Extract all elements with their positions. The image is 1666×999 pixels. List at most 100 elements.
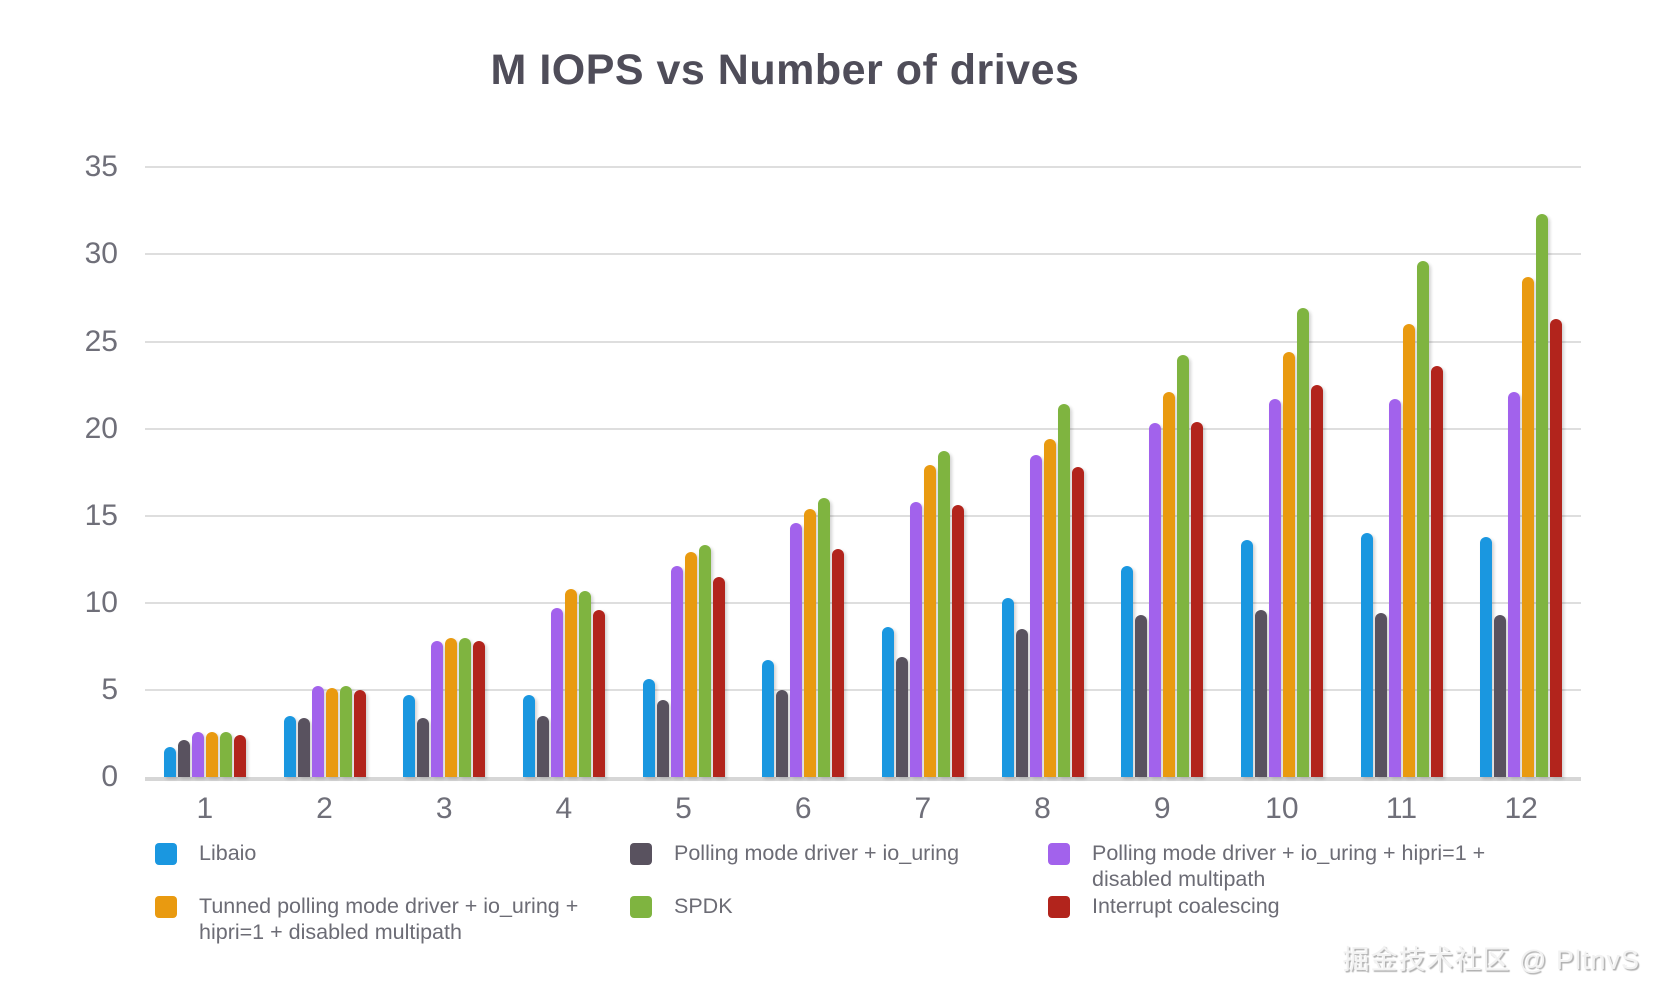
bar-drives-9-series-3 bbox=[1149, 423, 1162, 777]
bar-drives-7-series-4 bbox=[923, 465, 936, 777]
bar-drives-1-series-2 bbox=[177, 740, 190, 777]
bar-drives-4-series-1 bbox=[522, 695, 535, 777]
bar-drives-8-series-6 bbox=[1071, 466, 1084, 777]
x-tick-label-7: 7 bbox=[914, 792, 932, 825]
x-tick-label-8: 8 bbox=[1034, 792, 1051, 825]
bar-drives-10-series-4 bbox=[1282, 351, 1295, 777]
legend-swatch-icon bbox=[1048, 896, 1070, 918]
x-tick-label-1: 1 bbox=[196, 792, 214, 825]
y-tick-label-0: 0 bbox=[101, 760, 118, 793]
bar-drives-2-series-6 bbox=[353, 689, 366, 777]
bar-drives-6-series-5 bbox=[818, 498, 831, 777]
bar-drives-6-series-6 bbox=[832, 548, 845, 777]
bar-drives-10-series-2 bbox=[1254, 609, 1267, 777]
legend-label: Libaio bbox=[199, 841, 257, 865]
legend-item-2: Polling mode driver + io_uring bbox=[630, 840, 1034, 866]
bar-drives-11-series-3 bbox=[1388, 398, 1401, 777]
bar-drives-9-series-5 bbox=[1177, 355, 1190, 777]
bar-drives-8-series-4 bbox=[1043, 439, 1056, 777]
y-tick-label-35: 35 bbox=[84, 150, 118, 184]
bar-drives-7-series-6 bbox=[951, 505, 964, 777]
x-tick-label-5: 5 bbox=[675, 792, 692, 825]
bar-drives-9-series-6 bbox=[1191, 421, 1204, 777]
legend-swatch-icon bbox=[630, 896, 652, 918]
gridline-y-25 bbox=[145, 340, 1581, 343]
y-tick-label-30: 30 bbox=[84, 237, 118, 271]
bar-drives-2-series-3 bbox=[311, 686, 324, 777]
x-tick-label-2: 2 bbox=[316, 792, 333, 825]
bar-drives-9-series-4 bbox=[1163, 392, 1176, 777]
bar-drives-5-series-1 bbox=[642, 679, 655, 777]
watermark: 掘金技术社区 @ PltnvS bbox=[1342, 945, 1640, 975]
y-tick-label-5: 5 bbox=[101, 672, 118, 706]
legend-item-6: Interrupt coalescing bbox=[1048, 893, 1532, 919]
bar-drives-2-series-1 bbox=[283, 716, 296, 777]
gridline-y-30 bbox=[145, 253, 1581, 256]
bar-drives-7-series-5 bbox=[937, 451, 950, 777]
x-tick-label-10: 10 bbox=[1265, 792, 1299, 825]
bar-drives-5-series-3 bbox=[670, 566, 683, 777]
bar-drives-3-series-3 bbox=[431, 641, 444, 777]
legend-swatch-icon bbox=[630, 843, 652, 865]
bar-drives-11-series-1 bbox=[1360, 533, 1373, 777]
bar-drives-3-series-6 bbox=[473, 641, 486, 777]
y-tick-label-20: 20 bbox=[84, 411, 118, 445]
bar-drives-6-series-1 bbox=[762, 660, 775, 777]
legend-item-3: Polling mode driver + io_uring + hipri=1… bbox=[1048, 840, 1532, 892]
x-tick-label-12: 12 bbox=[1504, 792, 1538, 825]
bar-drives-2-series-4 bbox=[325, 688, 338, 777]
gridline-y-15 bbox=[145, 514, 1581, 517]
bar-drives-4-series-2 bbox=[536, 716, 549, 777]
y-tick-label-10: 10 bbox=[84, 585, 118, 619]
bar-drives-12-series-3 bbox=[1508, 392, 1521, 777]
legend-label: Interrupt coalescing bbox=[1092, 894, 1280, 918]
bar-drives-7-series-1 bbox=[881, 627, 894, 777]
bar-drives-9-series-1 bbox=[1121, 566, 1134, 777]
bar-drives-10-series-1 bbox=[1240, 540, 1253, 777]
bar-drives-12-series-2 bbox=[1494, 614, 1507, 777]
legend-swatch-icon bbox=[155, 843, 177, 865]
bar-drives-4-series-3 bbox=[550, 608, 563, 777]
bar-drives-1-series-4 bbox=[205, 731, 218, 777]
bar-drives-2-series-5 bbox=[339, 686, 352, 777]
legend-label: Polling mode driver + io_uring + hipri=1… bbox=[1092, 841, 1486, 891]
bar-drives-6-series-4 bbox=[804, 508, 817, 777]
legend-item-1: Libaio bbox=[155, 840, 599, 866]
bar-drives-3-series-2 bbox=[417, 717, 430, 777]
x-tick-label-11: 11 bbox=[1385, 792, 1418, 825]
bar-drives-5-series-5 bbox=[698, 545, 711, 777]
bar-drives-11-series-6 bbox=[1430, 365, 1443, 777]
bar-drives-10-series-5 bbox=[1296, 308, 1309, 777]
bar-drives-4-series-5 bbox=[578, 590, 591, 777]
bar-drives-8-series-5 bbox=[1057, 404, 1070, 777]
bar-drives-6-series-2 bbox=[776, 689, 789, 777]
bar-drives-3-series-1 bbox=[403, 695, 416, 777]
legend-swatch-icon bbox=[1048, 843, 1070, 865]
bar-drives-1-series-3 bbox=[191, 731, 204, 777]
x-tick-label-3: 3 bbox=[435, 792, 453, 825]
legend-item-4: Tunned polling mode driver + io_uring + … bbox=[155, 893, 599, 945]
bar-drives-6-series-3 bbox=[790, 522, 803, 777]
bar-drives-1-series-5 bbox=[219, 731, 232, 777]
bar-drives-1-series-6 bbox=[233, 735, 246, 777]
gridline-y-35 bbox=[145, 166, 1581, 169]
bar-drives-7-series-2 bbox=[895, 656, 908, 777]
bar-drives-8-series-1 bbox=[1001, 597, 1014, 777]
gridline-y-10 bbox=[145, 601, 1581, 604]
bar-drives-7-series-3 bbox=[909, 501, 922, 777]
bar-drives-4-series-4 bbox=[564, 588, 577, 777]
bar-drives-8-series-2 bbox=[1015, 628, 1028, 777]
bar-drives-10-series-6 bbox=[1310, 385, 1323, 777]
gridline-y-5 bbox=[145, 688, 1581, 691]
y-tick-label-15: 15 bbox=[84, 498, 118, 532]
bar-drives-5-series-2 bbox=[656, 700, 669, 777]
bar-drives-11-series-5 bbox=[1416, 261, 1429, 777]
x-axis-line bbox=[145, 777, 1581, 781]
bar-drives-3-series-4 bbox=[445, 637, 458, 777]
x-tick-label-6: 6 bbox=[794, 792, 812, 825]
legend-label: Polling mode driver + io_uring bbox=[674, 841, 960, 865]
bar-drives-12-series-6 bbox=[1550, 318, 1563, 777]
chart-title: M IOPS vs Number of drives bbox=[490, 46, 1080, 94]
x-tick-label-4: 4 bbox=[555, 792, 573, 825]
